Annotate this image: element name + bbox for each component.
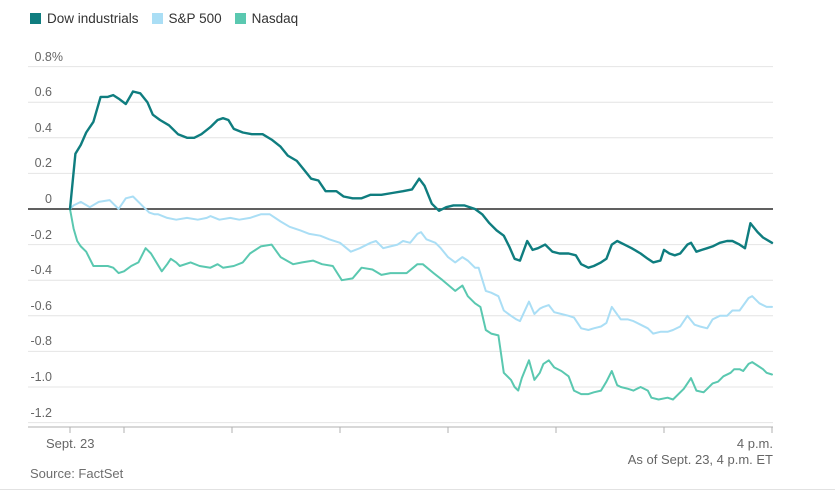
x-axis-start-label: Sept. 23	[46, 436, 95, 451]
y-axis-tick-label: -1.0	[30, 370, 52, 384]
series-line-sp500	[69, 195, 773, 335]
source-credit: Source: FactSet	[30, 466, 124, 481]
legend-item-dow: Dow industrials	[30, 11, 139, 26]
y-axis-tick-label: 0.8%	[34, 49, 64, 64]
series-line-nasdaq	[69, 208, 773, 401]
y-axis-tick-label: -1.2	[30, 405, 52, 420]
legend-item-sp500: S&P 500	[151, 11, 222, 26]
y-axis-tick-label: 0	[45, 192, 52, 206]
y-axis-tick-label: -0.4	[30, 263, 52, 278]
bottom-divider	[0, 489, 835, 490]
y-axis-tick-label: 0.2	[34, 156, 52, 171]
legend-label-nasdaq: Nasdaq	[251, 11, 299, 26]
y-axis-tick-label: 0.4	[34, 120, 52, 135]
legend-item-nasdaq: Nasdaq	[234, 11, 299, 26]
nasdaq-swatch-icon	[234, 13, 246, 24]
y-axis-tick-label: -0.8	[30, 334, 52, 349]
series-line-dow	[68, 90, 774, 269]
chart-legend: Dow industrials S&P 500 Nasdaq	[30, 11, 311, 26]
x-axis-end-label: 4 p.m.	[736, 436, 773, 451]
dow-swatch-icon	[30, 13, 41, 24]
as-of-note: As of Sept. 23, 4 p.m. ET	[627, 452, 773, 467]
legend-label-dow: Dow industrials	[47, 11, 139, 26]
y-axis-tick-label: 0.6	[34, 85, 52, 100]
legend-label-sp500: S&P 500	[168, 11, 222, 26]
sp500-swatch-icon	[151, 13, 163, 24]
y-axis-tick-label: -0.2	[30, 227, 52, 242]
y-axis-tick-label: -0.6	[30, 298, 52, 313]
